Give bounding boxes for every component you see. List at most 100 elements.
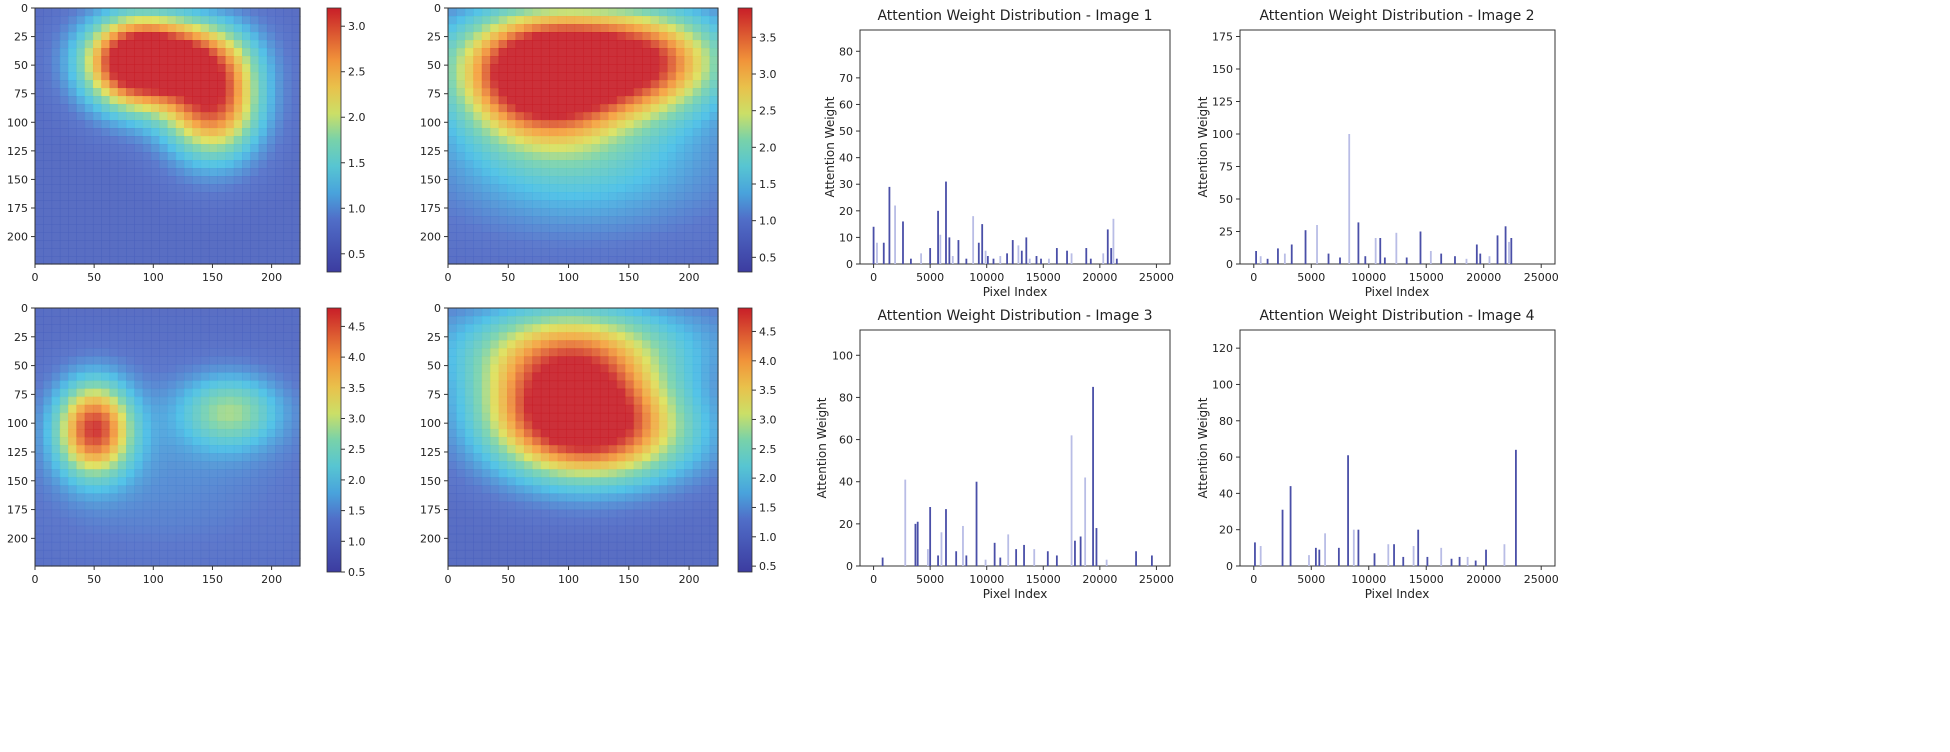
heatmap-cell <box>709 160 719 169</box>
heatmap-cell <box>675 216 685 225</box>
heatmap-cell <box>258 453 268 462</box>
heatmap-cell <box>591 404 601 414</box>
heatmap-cell <box>35 104 44 113</box>
heatmap-cell <box>291 88 301 97</box>
heatmap-cell <box>456 380 466 390</box>
heatmap-cell <box>456 364 466 374</box>
heatmap-cell <box>233 348 243 357</box>
heatmap-cell <box>464 16 474 25</box>
heatmap-cell <box>92 372 102 382</box>
heatmap-cell <box>658 380 668 390</box>
heatmap-cell <box>291 412 301 422</box>
heatmap-cell <box>583 240 593 249</box>
heatmap-cell <box>84 469 94 478</box>
heatmap-cell <box>684 533 694 543</box>
heatmap-cell <box>566 96 576 105</box>
heatmap-cell <box>275 16 285 25</box>
heatmap-cell <box>557 324 567 333</box>
heatmap-cell <box>599 208 609 217</box>
heatmap-cell <box>175 396 185 406</box>
heatmap-cell <box>675 372 685 382</box>
heatmap-cell <box>142 144 152 153</box>
heatmap-cell <box>217 364 227 374</box>
heatmap-cell <box>448 144 458 153</box>
heatmap-frame <box>34 307 301 567</box>
x-axis-label: Pixel Index <box>1365 285 1430 299</box>
heatmap-cell <box>481 224 491 233</box>
heatmap-cell <box>498 248 508 257</box>
heatmap-cell <box>557 184 567 193</box>
heatmap-cell <box>92 96 102 105</box>
heatmap-cell <box>599 453 609 462</box>
heatmap-cell <box>175 240 185 249</box>
heatmap-cell <box>709 240 719 249</box>
heatmap-cell <box>184 136 193 145</box>
heatmap-cell <box>583 48 593 57</box>
heatmap-cell <box>275 24 285 33</box>
heatmap-cell <box>84 348 94 357</box>
heatmap-cell <box>150 525 160 535</box>
heatmap-cell <box>134 509 144 519</box>
heatmap-cell <box>574 348 584 357</box>
heatmap-cell <box>490 80 500 89</box>
heatmap-cell <box>175 88 185 97</box>
heatmap-cell <box>51 200 61 209</box>
heatmap-cell <box>523 420 533 430</box>
heatmap-cell <box>625 8 635 17</box>
bar <box>1450 558 1453 566</box>
heatmap-cell <box>658 64 668 73</box>
heatmap-cell <box>523 40 533 49</box>
heatmap-cell <box>134 80 144 89</box>
heatmap-cell <box>59 364 69 374</box>
heatmap-cell <box>608 208 618 217</box>
heatmap-cell <box>540 437 550 446</box>
heatmap-cell <box>540 128 550 137</box>
heatmap-cell <box>217 372 227 382</box>
heatmap-cell <box>658 525 668 535</box>
heatmap-cell <box>684 80 694 89</box>
heatmap-cell <box>642 533 652 543</box>
heatmap-cell <box>557 348 567 357</box>
heatmap-cell <box>481 380 491 390</box>
heatmap-cell <box>667 64 677 73</box>
heatmap-cell <box>217 128 227 137</box>
heatmap-cell <box>599 112 609 121</box>
heatmap-cell <box>515 525 525 535</box>
heatmap-cell <box>448 216 458 225</box>
heatmap-cell <box>92 493 102 503</box>
heatmap-cell <box>117 184 127 193</box>
heatmap-cell <box>675 445 685 454</box>
y-tick-label: 60 <box>839 98 853 111</box>
heatmap-cell <box>184 176 193 185</box>
heatmap-cell <box>642 168 652 177</box>
heatmap-cell <box>540 380 550 390</box>
x-axis-label: Pixel Index <box>1365 587 1430 601</box>
heatmap-cell <box>481 324 491 333</box>
heatmap-cell <box>498 541 508 551</box>
heatmap-cell <box>92 388 102 398</box>
heatmap-cell <box>566 208 576 217</box>
heatmap-cell <box>258 445 268 454</box>
heatmap-cell <box>51 348 61 357</box>
heatmap-cell <box>258 240 268 249</box>
heatmap-cell <box>258 557 268 567</box>
heatmap-cell <box>616 256 626 265</box>
heatmap-cell <box>490 208 500 217</box>
heatmap-cell <box>200 477 210 486</box>
x-tick-label: 0 <box>870 573 877 586</box>
heatmap-cell <box>92 469 102 478</box>
heatmap-cell <box>532 256 542 265</box>
heatmap-cell <box>184 388 193 398</box>
heatmap-cell <box>35 477 44 486</box>
heatmap-cell <box>217 120 227 129</box>
heatmap-cell <box>283 152 293 161</box>
heatmap-cell <box>175 8 185 17</box>
heatmap-cell <box>275 517 285 527</box>
heatmap-cell <box>709 477 719 486</box>
heatmap-cell <box>68 364 78 374</box>
heatmap-cell <box>532 248 542 257</box>
heatmap-cell <box>667 128 677 137</box>
heatmap-cell <box>76 324 86 333</box>
heatmap-cell <box>126 372 135 382</box>
heatmap-cell <box>583 224 593 233</box>
